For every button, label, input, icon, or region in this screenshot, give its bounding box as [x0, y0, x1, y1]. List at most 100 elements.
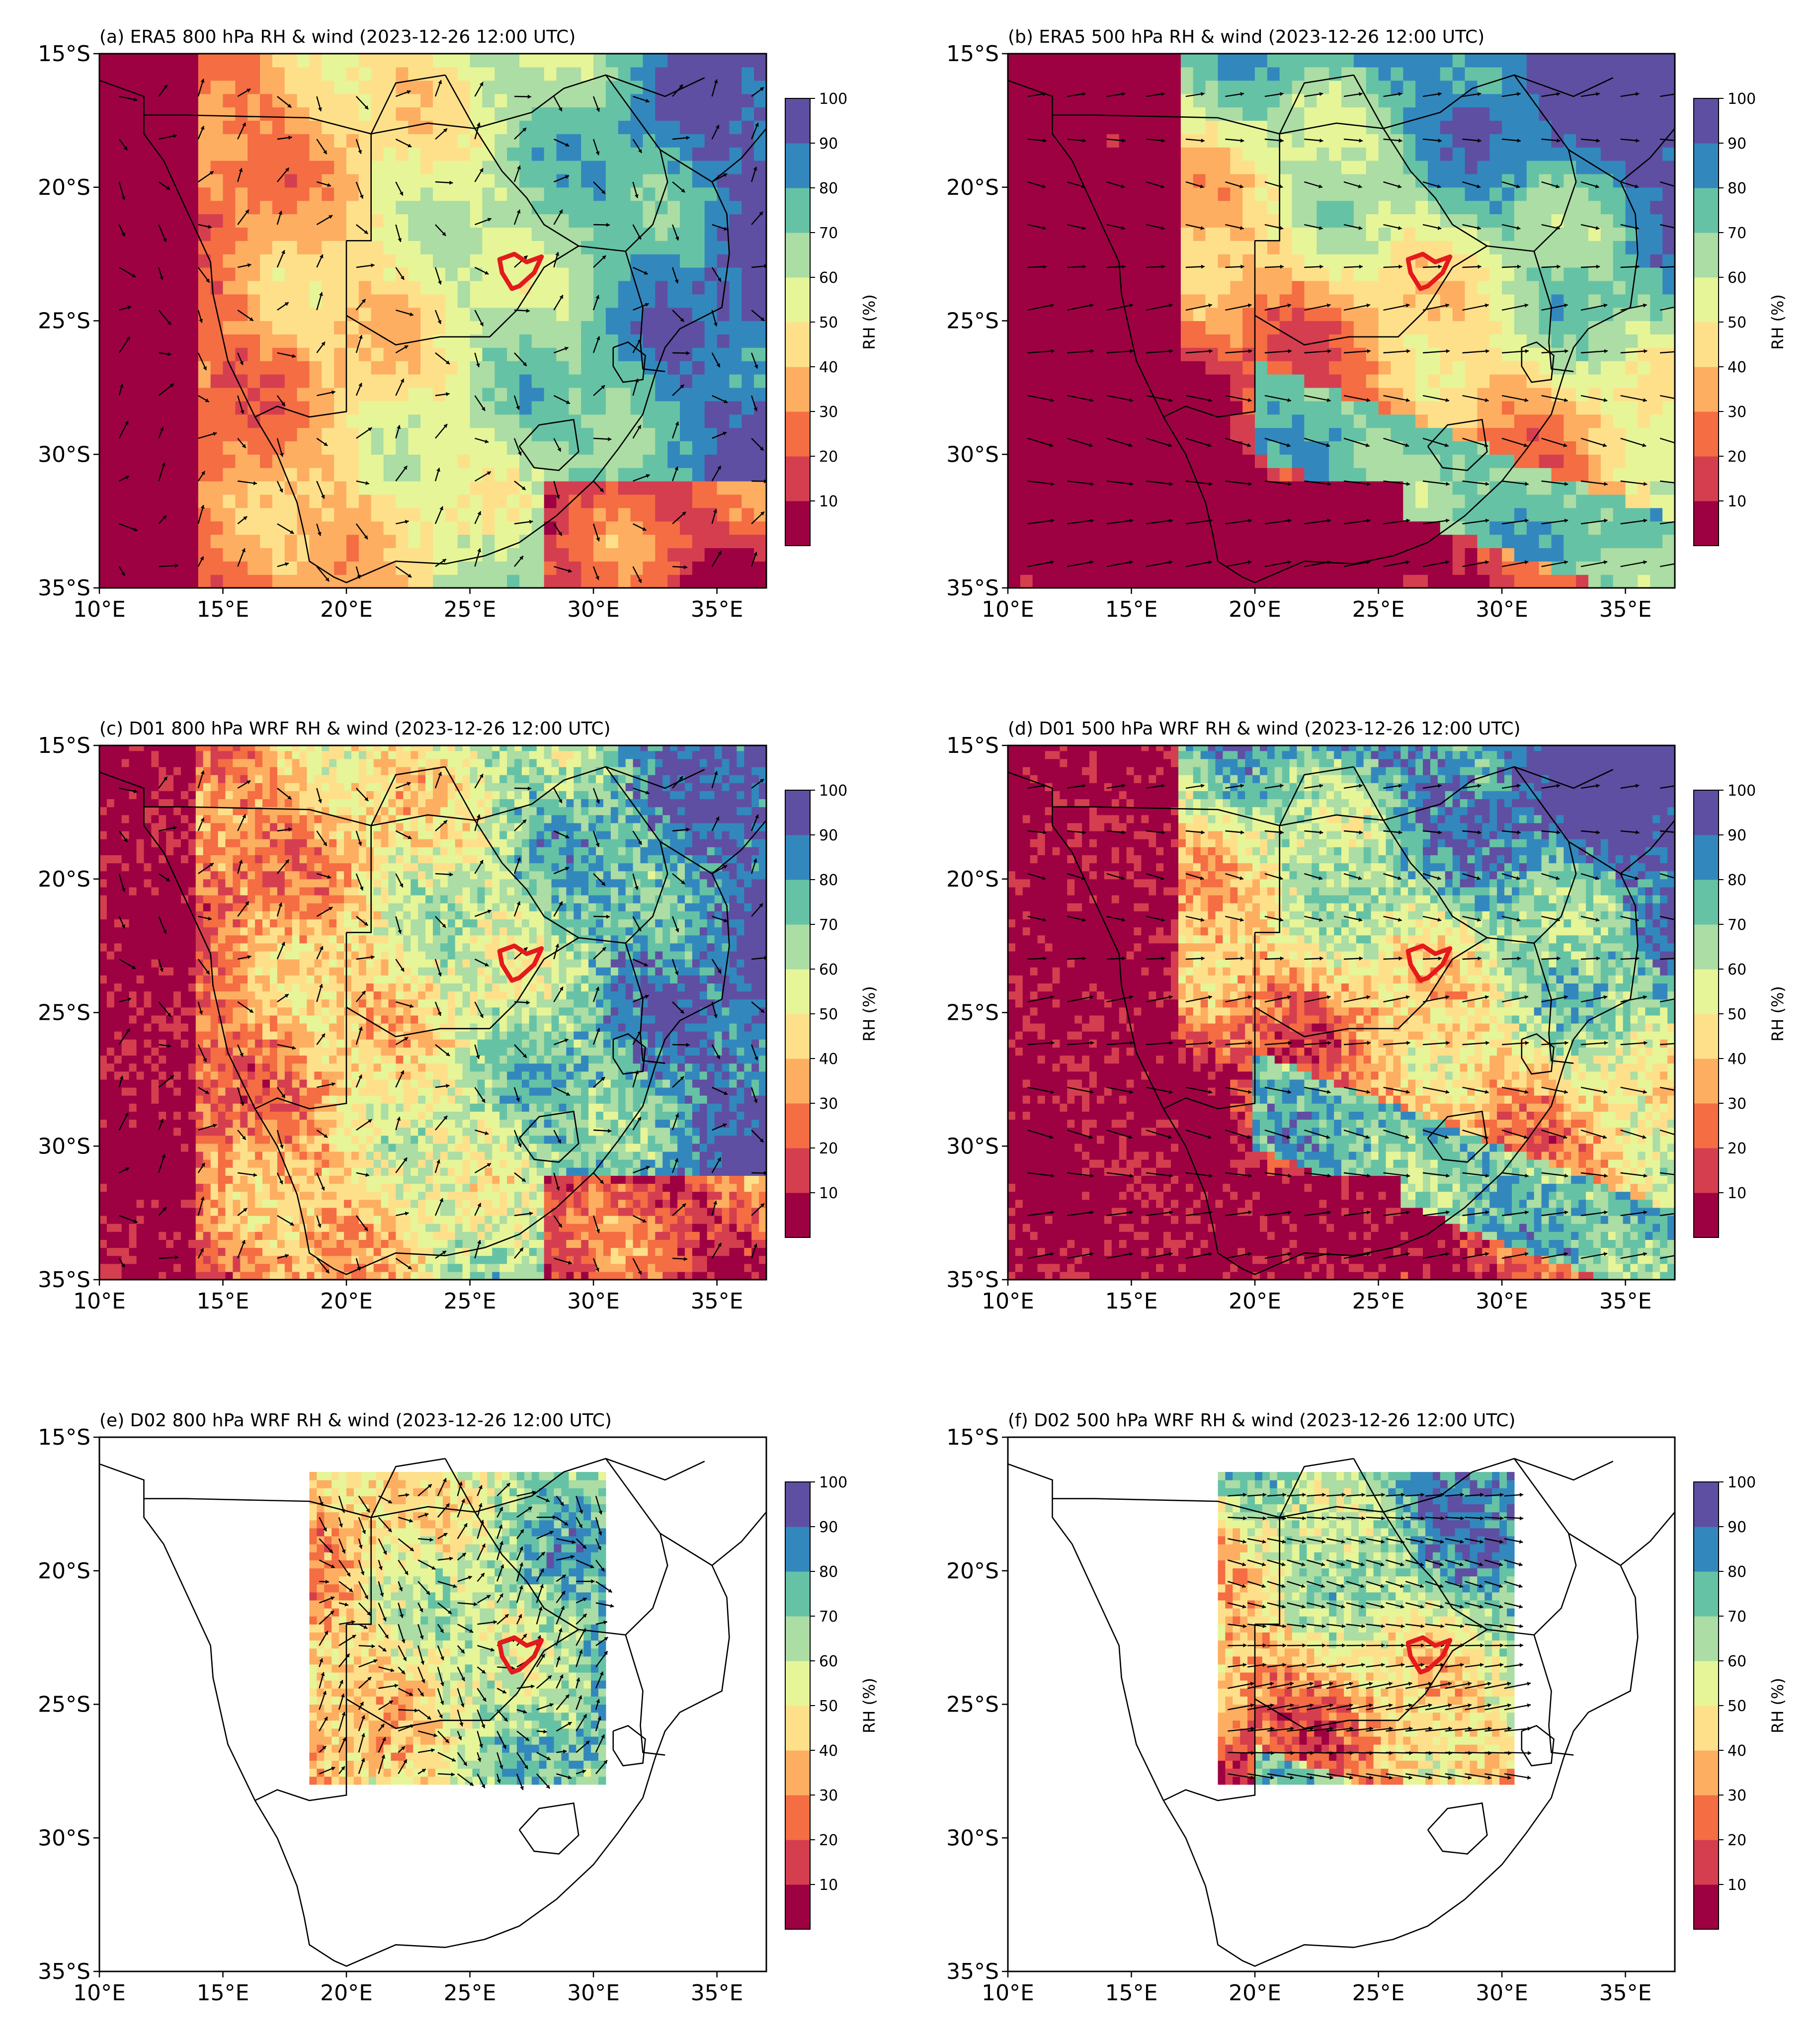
colorbar-segment	[785, 233, 810, 278]
wind-arrow-head	[596, 107, 600, 112]
rh-cell	[272, 267, 285, 281]
rh-cell	[729, 441, 742, 455]
rh-cell	[507, 120, 520, 134]
wind-arrow-head	[1129, 560, 1133, 565]
rh-cell	[482, 134, 495, 148]
rh-cell	[1193, 494, 1206, 508]
rh-cell	[482, 254, 495, 268]
rh-cell	[1391, 280, 1403, 295]
rh-cell	[322, 241, 334, 254]
rh-cell	[531, 401, 545, 415]
rh-cell	[297, 161, 310, 174]
rh-cell	[420, 481, 433, 495]
rh-cell	[260, 454, 273, 468]
rh-cell	[1415, 200, 1428, 215]
rh-cell	[1267, 54, 1280, 68]
wind-arrow-head	[480, 322, 484, 327]
rh-cell	[396, 361, 409, 375]
rh-cell	[334, 334, 347, 348]
rh-cell	[1180, 321, 1194, 334]
wind-arrow-head	[437, 320, 442, 324]
rh-cell	[124, 161, 137, 174]
rh-cell	[1588, 507, 1601, 522]
rh-cell	[334, 147, 347, 161]
rh-cell	[260, 468, 273, 482]
wind-arrow-head	[753, 166, 757, 171]
wind-arrow-head	[1200, 226, 1204, 230]
wind-arrow-head	[213, 432, 217, 436]
rh-cell	[173, 241, 186, 254]
rh-cell	[1526, 267, 1540, 281]
rh-cell	[1292, 173, 1305, 188]
rh-cell	[1391, 347, 1403, 361]
rh-cell	[210, 227, 224, 241]
rh-cell	[717, 134, 730, 148]
rh-cell	[1094, 173, 1107, 188]
rh-cell	[1588, 67, 1601, 81]
rh-cell	[1465, 574, 1478, 588]
rh-cell	[1452, 187, 1466, 201]
rh-cell	[1008, 574, 1021, 588]
rh-cell	[346, 67, 359, 81]
rh-cell	[223, 534, 236, 548]
rh-cell	[1403, 307, 1416, 322]
rh-cell	[680, 254, 693, 268]
rh-cell	[186, 521, 199, 535]
rh-cell	[643, 321, 656, 334]
rh-cell	[741, 548, 754, 562]
rh-cell	[544, 107, 557, 121]
rh-cell	[507, 427, 520, 441]
rh-cell	[1144, 107, 1156, 121]
rh-cell	[1329, 227, 1342, 241]
rh-cell	[1230, 414, 1243, 428]
rh-cell	[1625, 187, 1639, 201]
rh-cell	[1144, 254, 1156, 268]
rh-cell	[408, 280, 421, 295]
rh-cell	[198, 307, 211, 322]
rh-cell	[1255, 414, 1268, 428]
rh-cell	[457, 227, 471, 241]
rh-cell	[1168, 214, 1181, 228]
rh-cell	[754, 481, 766, 495]
rh-cell	[1119, 214, 1132, 228]
rh-cell	[433, 254, 446, 268]
rh-cell	[457, 147, 471, 161]
rh-cell	[1378, 107, 1392, 121]
rh-cell	[1279, 80, 1293, 94]
rh-cell	[519, 387, 532, 402]
rh-cell	[260, 548, 273, 562]
rh-cell	[1428, 401, 1441, 415]
rh-cell	[433, 454, 446, 468]
rh-cell	[111, 548, 125, 562]
rh-cell	[457, 387, 471, 402]
rh-cell	[507, 80, 520, 94]
rh-cell	[371, 468, 384, 482]
rh-cell	[1564, 574, 1576, 588]
rh-cell	[1168, 173, 1181, 188]
rh-cell	[1180, 161, 1194, 174]
wind-arrow-head	[638, 578, 642, 583]
rh-cell	[297, 401, 310, 415]
rh-cell	[186, 93, 199, 108]
rh-cell	[482, 387, 495, 402]
rh-cell	[1008, 307, 1021, 322]
rh-cell	[1514, 494, 1527, 508]
rh-cell	[482, 107, 495, 121]
rh-cell	[445, 454, 458, 468]
rh-cell	[544, 173, 557, 188]
rh-cell	[1415, 481, 1428, 495]
rh-cell	[1267, 321, 1280, 334]
rh-cell	[1329, 173, 1342, 188]
rh-cell	[383, 307, 397, 322]
rh-cell	[1255, 80, 1268, 94]
rh-cell	[1391, 294, 1403, 308]
rh-cell	[569, 120, 581, 134]
rh-cell	[494, 241, 507, 254]
rh-cell	[1292, 481, 1305, 495]
rh-cell	[1180, 414, 1194, 428]
rh-cell	[136, 427, 150, 441]
rh-cell	[210, 548, 224, 562]
rh-cell	[1193, 67, 1206, 81]
rh-cell	[1539, 147, 1552, 161]
rh-cell	[692, 254, 705, 268]
